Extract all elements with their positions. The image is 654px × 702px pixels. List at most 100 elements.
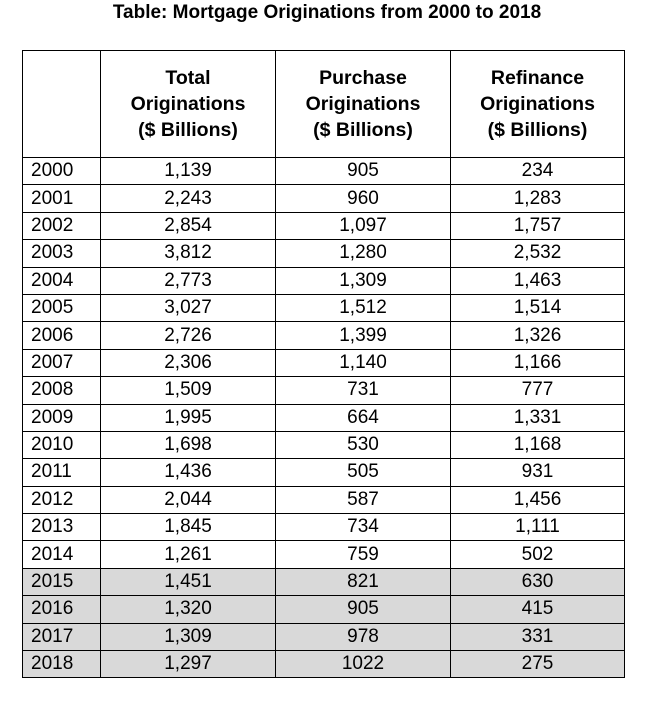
header-line: ($ Billions) [487, 119, 588, 141]
cell-purchase: 530 [275, 430, 451, 460]
cell-purchase: 978 [275, 622, 451, 652]
cell-total: 3,027 [100, 293, 276, 323]
table-title: Table: Mortgage Originations from 2000 t… [112, 2, 542, 23]
cell-refinance: 234 [450, 156, 625, 186]
cell-year: 2007 [22, 348, 101, 378]
cell-total: 2,044 [100, 485, 276, 515]
cell-refinance: 1,168 [450, 430, 625, 460]
table-row: 2000 1,139 905 234 [22, 156, 625, 186]
cell-year: 2016 [22, 595, 101, 624]
cell-purchase: 1,309 [275, 266, 451, 295]
cell-purchase: 960 [275, 184, 451, 213]
cell-total: 1,509 [100, 376, 276, 405]
table-row: 2009 1,995 664 1,331 [22, 403, 625, 432]
cell-year: 2012 [22, 485, 101, 515]
cell-refinance: 1,326 [450, 321, 625, 350]
cell-refinance: 1,456 [450, 485, 625, 515]
cell-refinance: 2,532 [450, 239, 625, 268]
cell-total: 1,995 [100, 403, 276, 432]
cell-year: 2013 [22, 513, 101, 542]
cell-total: 2,854 [100, 211, 276, 241]
cell-year: 2009 [22, 403, 101, 432]
cell-purchase: 1,097 [275, 211, 451, 241]
cell-refinance: 275 [450, 650, 625, 679]
cell-purchase: 505 [275, 458, 451, 487]
header-line: Originations [305, 93, 421, 115]
table-row: 2012 2,044 587 1,456 [22, 485, 625, 515]
table-row: 2005 3,027 1,512 1,514 [22, 293, 625, 323]
cell-year: 2000 [22, 156, 101, 186]
header-refinance: Refinance Originations ($ Billions) [450, 50, 625, 158]
header-line: Originations [480, 93, 595, 115]
cell-year: 2015 [22, 567, 101, 597]
cell-total: 2,726 [100, 321, 276, 350]
cell-total: 2,243 [100, 184, 276, 213]
table-row: 2007 2,306 1,140 1,166 [22, 348, 625, 378]
table-row: 2014 1,261 759 502 [22, 540, 625, 569]
cell-refinance: 1,111 [450, 513, 625, 542]
header-year [22, 50, 101, 158]
header-line: ($ Billions) [138, 119, 238, 141]
cell-year: 2010 [22, 430, 101, 460]
cell-refinance: 331 [450, 622, 625, 652]
table-row: 2017 1,309 978 331 [22, 622, 625, 652]
table-row: 2006 2,726 1,399 1,326 [22, 321, 625, 350]
header-line: Refinance [490, 67, 585, 89]
table-row: 2018 1,297 1022 275 [22, 650, 625, 679]
table-row: 2011 1,436 505 931 [22, 458, 625, 487]
header-line: ($ Billions) [313, 119, 413, 141]
mortgage-originations-table: Total Originations ($ Billions) Purchase… [22, 50, 625, 679]
cell-refinance: 1,757 [450, 211, 625, 241]
cell-year: 2006 [22, 321, 101, 350]
cell-year: 2002 [22, 211, 101, 241]
cell-refinance: 630 [450, 567, 625, 597]
cell-purchase: 905 [275, 595, 451, 624]
cell-purchase: 664 [275, 403, 451, 432]
cell-total: 1,845 [100, 513, 276, 542]
cell-total: 1,139 [100, 156, 276, 186]
header-total: Total Originations ($ Billions) [100, 50, 276, 158]
header-line: Originations [130, 93, 246, 115]
table-row: 2003 3,812 1,280 2,532 [22, 239, 625, 268]
cell-total: 1,436 [100, 458, 276, 487]
cell-year: 2011 [22, 458, 101, 487]
cell-refinance: 1,166 [450, 348, 625, 378]
cell-purchase: 1,140 [275, 348, 451, 378]
header-line: Total [165, 67, 211, 89]
cell-refinance: 1,463 [450, 266, 625, 295]
table-row: 2008 1,509 731 777 [22, 376, 625, 405]
cell-purchase: 1022 [275, 650, 451, 679]
cell-total: 1,309 [100, 622, 276, 652]
cell-purchase: 731 [275, 376, 451, 405]
cell-year: 2001 [22, 184, 101, 213]
cell-purchase: 905 [275, 156, 451, 186]
cell-total: 1,320 [100, 595, 276, 624]
table-row: 2002 2,854 1,097 1,757 [22, 211, 625, 241]
table-row: 2004 2,773 1,309 1,463 [22, 266, 625, 295]
header-purchase: Purchase Originations ($ Billions) [275, 50, 451, 158]
cell-refinance: 1,283 [450, 184, 625, 213]
header-row: Total Originations ($ Billions) Purchase… [22, 50, 625, 158]
cell-total: 1,297 [100, 650, 276, 679]
cell-purchase: 587 [275, 485, 451, 515]
cell-refinance: 777 [450, 376, 625, 405]
cell-total: 1,698 [100, 430, 276, 460]
cell-year: 2018 [22, 650, 101, 679]
cell-refinance: 415 [450, 595, 625, 624]
cell-year: 2014 [22, 540, 101, 569]
table-row: 2010 1,698 530 1,168 [22, 430, 625, 460]
table-body: 2000 1,139 905 234 2001 2,243 960 1,283 2002 2,85… [22, 156, 625, 679]
cell-purchase: 1,280 [275, 239, 451, 268]
header-line: Purchase [319, 67, 407, 89]
cell-refinance: 931 [450, 458, 625, 487]
cell-total: 2,306 [100, 348, 276, 378]
cell-year: 2017 [22, 622, 101, 652]
table-row: 2013 1,845 734 1,111 [22, 513, 625, 542]
cell-year: 2008 [22, 376, 101, 405]
cell-purchase: 821 [275, 567, 451, 597]
cell-refinance: 1,514 [450, 293, 625, 323]
cell-purchase: 734 [275, 513, 451, 542]
cell-purchase: 1,512 [275, 293, 451, 323]
cell-total: 3,812 [100, 239, 276, 268]
table-row: 2001 2,243 960 1,283 [22, 184, 625, 213]
